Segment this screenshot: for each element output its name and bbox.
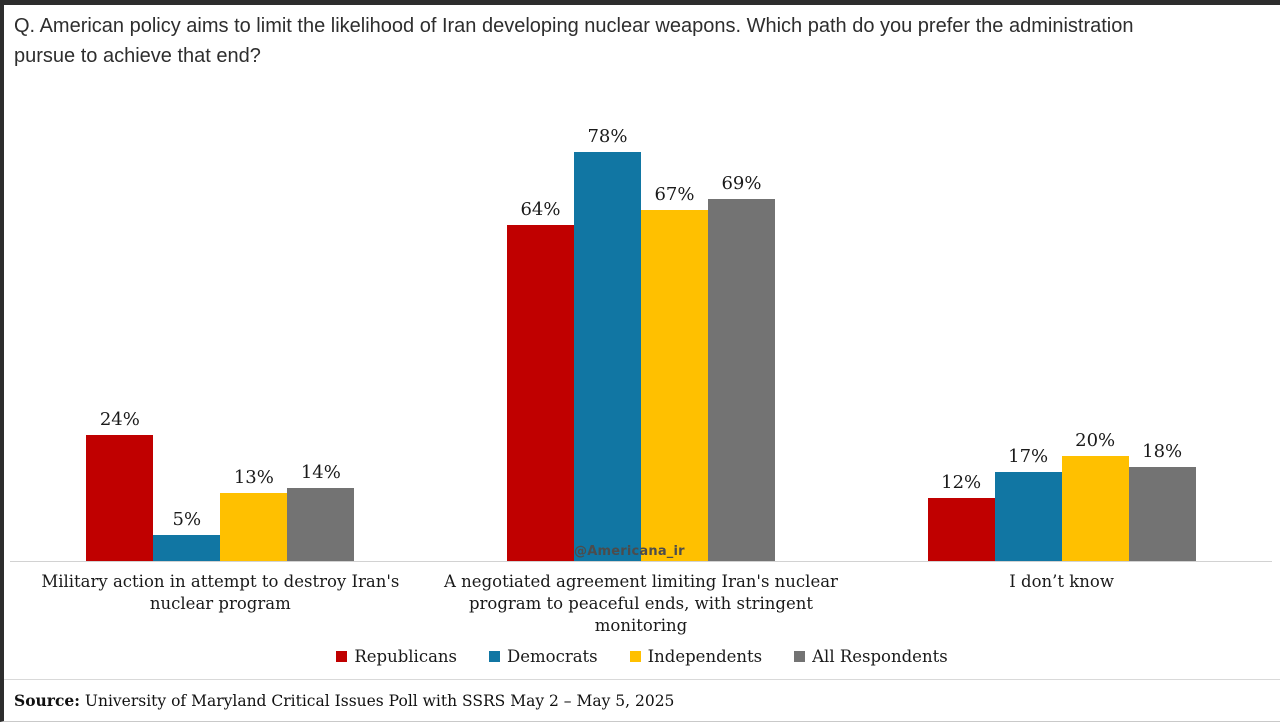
bar-column: 64% — [506, 199, 574, 561]
bar-value-label: 69% — [721, 173, 762, 194]
legend-swatch-icon — [336, 651, 348, 662]
category-cell: A negotiated agreement limiting Iran's n… — [431, 571, 852, 637]
category-cell: Military action in attempt to destroy Ir… — [10, 571, 431, 637]
legend-label: Democrats — [507, 647, 598, 666]
bar-value-label: 5% — [172, 509, 202, 530]
source-text: University of Maryland Critical Issues P… — [80, 692, 675, 710]
legend-swatch-icon — [794, 651, 806, 662]
bar-democrats — [153, 535, 221, 561]
bar-value-label: 12% — [941, 472, 982, 493]
bar-value-label: 20% — [1075, 430, 1116, 451]
watermark: @Americana_ir — [574, 544, 685, 559]
category-label: Military action in attempt to destroy Ir… — [41, 572, 400, 613]
bar-column: 18% — [1128, 441, 1196, 561]
legend-item-republicans: Republicans — [336, 647, 457, 666]
legend-swatch-icon — [629, 651, 641, 662]
bar-independents — [1061, 456, 1129, 561]
legend-item-democrats: Democrats — [489, 647, 598, 666]
bar-value-label: 17% — [1008, 446, 1049, 467]
bar-column: 20% — [1061, 430, 1129, 561]
bar-democrats — [573, 152, 641, 561]
bar-republicans — [927, 498, 995, 561]
bar-group: 12% 17% 20% 18% — [851, 430, 1272, 561]
bar-column: 24% — [86, 409, 154, 561]
bar-value-label: 13% — [233, 467, 274, 488]
source-line: Source: University of Maryland Critical … — [14, 691, 674, 710]
bar-value-label: 64% — [520, 199, 561, 220]
legend-label: Republicans — [354, 647, 457, 666]
bar-column: 14% — [287, 462, 355, 561]
category-cell: I don’t know — [851, 571, 1272, 637]
x-axis-line — [10, 561, 1272, 562]
bar-independents — [640, 210, 708, 561]
bar-column: 5% — [153, 509, 221, 561]
bar-column: 17% — [994, 446, 1062, 561]
bar-column: 67% — [640, 184, 708, 561]
bar-column: 69% — [707, 173, 775, 561]
bar-value-label: 78% — [587, 126, 628, 147]
chart-question-title: Q. American policy aims to limit the lik… — [14, 15, 1134, 67]
legend: Republicans Democrats Independents All Resp… — [4, 647, 1280, 666]
bar-value-label: 24% — [99, 409, 140, 430]
bar-value-label: 18% — [1142, 441, 1183, 462]
bar-all-respondents — [287, 488, 355, 561]
bar-column: 78% — [573, 126, 641, 561]
legend-label: All Respondents — [812, 647, 948, 666]
legend-label: Independents — [647, 647, 763, 666]
bar-all-respondents — [707, 199, 775, 561]
bars-row: 24% 5% 13% 14% 64% 78% 67% 69% 12% 17% 20% 18% — [10, 126, 1272, 561]
bar-column: 13% — [220, 467, 288, 561]
bar-democrats — [994, 472, 1062, 561]
bar-republicans — [86, 435, 154, 561]
category-label: A negotiated agreement limiting Iran's n… — [444, 572, 838, 635]
category-axis-labels: Military action in attempt to destroy Ir… — [10, 571, 1272, 637]
footer-divider — [4, 679, 1280, 680]
legend-item-all-respondents: All Respondents — [794, 647, 948, 666]
source-label: Source: — [14, 691, 80, 710]
bar-value-label: 14% — [300, 462, 341, 483]
bar-republicans — [506, 225, 574, 561]
category-label: I don’t know — [1009, 572, 1114, 591]
bar-all-respondents — [1128, 467, 1196, 561]
legend-swatch-icon — [489, 651, 500, 662]
bar-independents — [220, 493, 288, 561]
bar-group: 64% 78% 67% 69% — [431, 126, 852, 561]
legend-item-independents: Independents — [629, 647, 763, 666]
bar-value-label: 67% — [654, 184, 695, 205]
bar-column: 12% — [927, 472, 995, 561]
bar-group: 24% 5% 13% 14% — [10, 409, 431, 561]
